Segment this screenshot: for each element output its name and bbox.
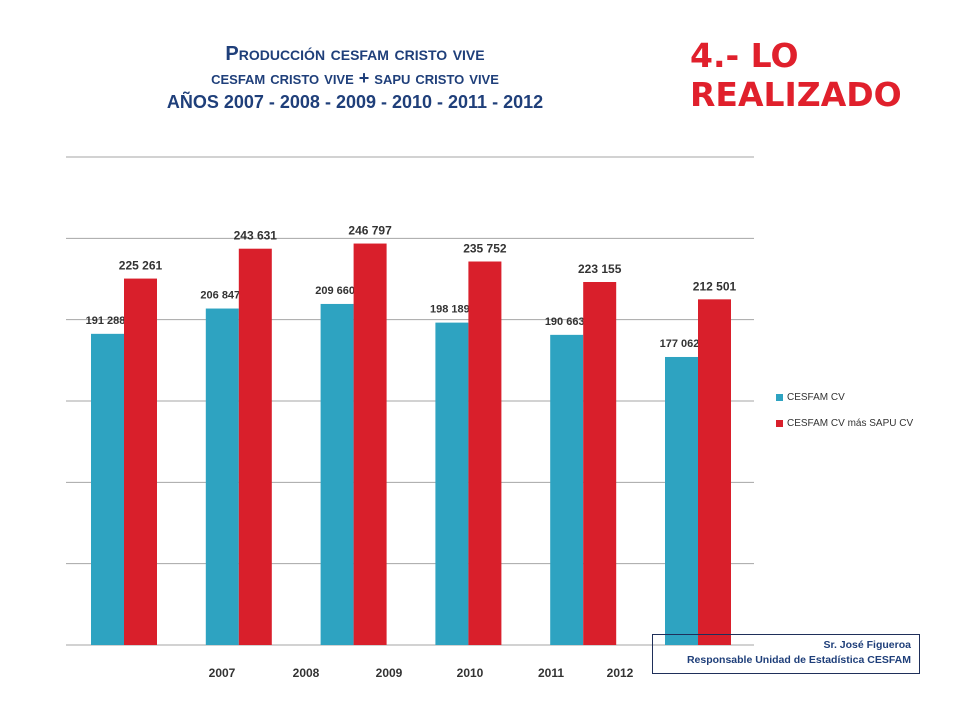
- data-label: 209 660: [315, 285, 355, 297]
- bar-cesfam-sapu-2008: [238, 248, 272, 645]
- bar-cesfam-sapu-2009: [353, 243, 387, 645]
- bar-cesfam-2012: [665, 356, 698, 645]
- credit-role: Responsable Unidad de Estadística CESFAM: [686, 654, 911, 666]
- x-tick-label: 2009: [376, 666, 403, 680]
- x-tick-label: 2007: [209, 666, 236, 680]
- x-tick-label: 2010: [457, 666, 484, 680]
- legend-swatch-cesfam: [776, 393, 783, 401]
- chart-legend: CESFAM CV CESFAM CV más SAPU CV: [776, 390, 913, 442]
- data-label: 190 663: [545, 316, 585, 328]
- data-label: 198 189: [430, 304, 470, 316]
- data-label: 225 261: [119, 259, 163, 273]
- x-tick-label: 2008: [293, 666, 320, 680]
- bar-cesfam-2009: [320, 303, 354, 645]
- data-label: 177 062: [660, 338, 700, 350]
- title-line-1: Producción cesfam cristo vive: [225, 43, 485, 65]
- legend-item-cesfam: CESFAM CV: [776, 390, 913, 404]
- data-label: 235 752: [463, 242, 507, 256]
- legend-item-cesfam-sapu: CESFAM CV más SAPU CV: [776, 416, 913, 430]
- bar-cesfam-2007: [91, 333, 124, 645]
- legend-label-cesfam-sapu: CESFAM CV más SAPU CV: [787, 417, 914, 429]
- legend-swatch-cesfam-sapu: [776, 419, 783, 427]
- bar-cesfam-sapu-2012: [698, 299, 731, 645]
- title-line-2: cesfam cristo vive + sapu cristo vive: [211, 68, 499, 88]
- bar-cesfam-2010: [435, 322, 469, 645]
- data-label: 246 797: [348, 224, 392, 238]
- credit-name: Sr. José Figueroa: [823, 639, 911, 651]
- bar-cesfam-sapu-2010: [468, 261, 502, 645]
- data-label: 191 288: [86, 315, 126, 327]
- chart-title: Producción cesfam cristo vive cesfam cri…: [90, 42, 620, 114]
- title-line-3: AÑOS 2007 - 2008 - 2009 - 2010 - 2011 - …: [166, 92, 544, 112]
- bar-cesfam-2011: [550, 334, 584, 645]
- section-headline: 4.- LO REALIZADO: [690, 36, 902, 114]
- x-tick-label: 2012: [607, 666, 634, 680]
- bar-cesfam-2008: [205, 308, 239, 645]
- bar-cesfam-sapu-2007: [124, 278, 157, 645]
- credit-box: Sr. José Figueroa Responsable Unidad de …: [652, 634, 920, 674]
- data-label: 223 155: [578, 262, 622, 276]
- data-label: 206 847: [200, 290, 240, 302]
- legend-label-cesfam: CESFAM CV: [787, 391, 845, 403]
- bar-cesfam-sapu-2011: [583, 282, 617, 645]
- data-label: 212 501: [693, 279, 737, 293]
- x-tick-label: 2011: [538, 666, 564, 680]
- data-label: 243 631: [234, 229, 278, 243]
